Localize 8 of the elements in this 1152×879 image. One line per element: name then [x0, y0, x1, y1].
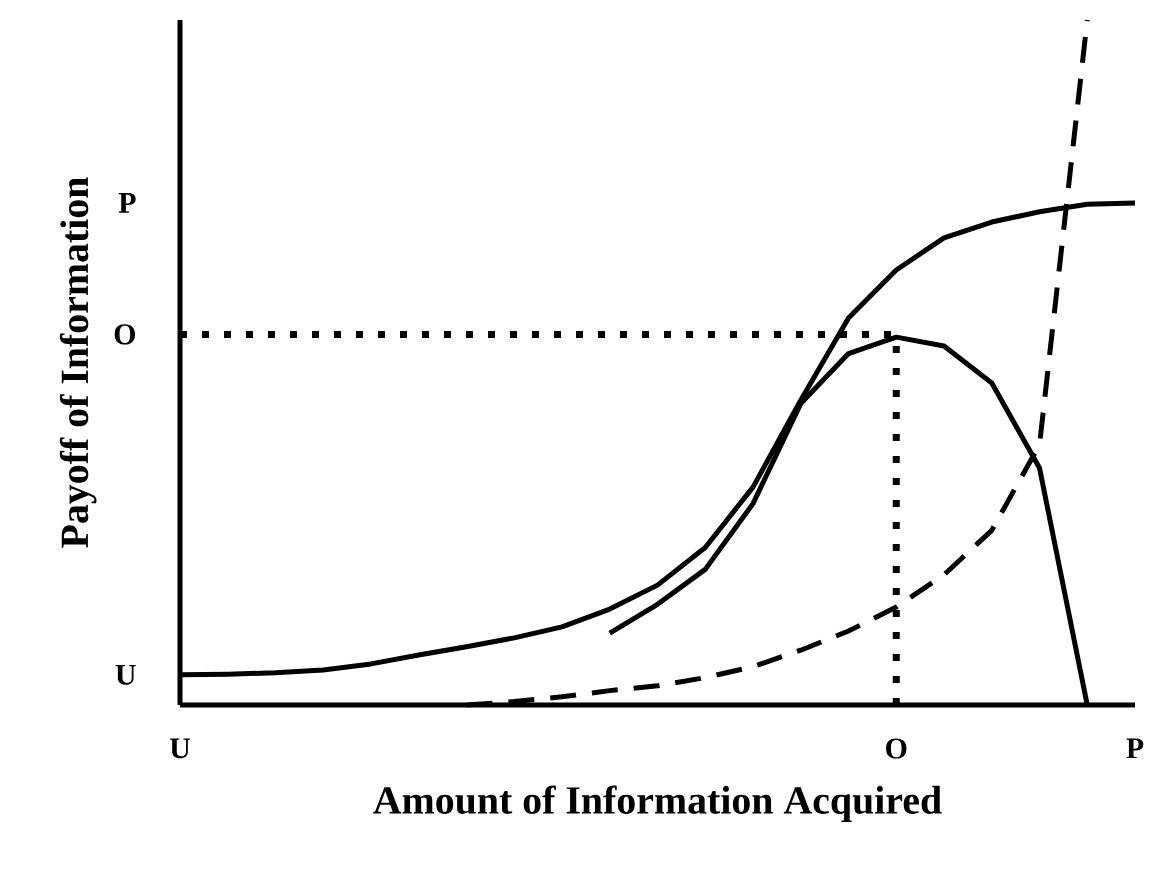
- x-axis-title: Amount of Information Acquired: [373, 785, 942, 822]
- x-tick-label: O: [886, 738, 907, 759]
- ref-line-label: O: [114, 324, 136, 345]
- x-tick-label: U: [169, 738, 191, 759]
- y-axis-title: Payoff of Information: [59, 177, 97, 548]
- x-tick-label: P: [1126, 738, 1144, 759]
- text: P: [118, 193, 136, 213]
- text: U: [115, 664, 136, 685]
